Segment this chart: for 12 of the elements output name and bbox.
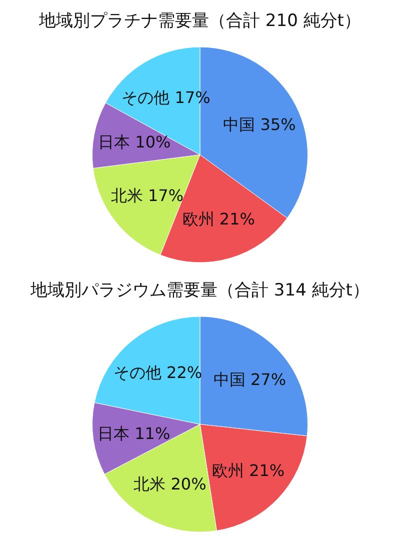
- chart-title: 地域別プラチナ需要量（合計 210 純分t）: [38, 11, 361, 31]
- slice-label: 北米 17%: [110, 186, 184, 206]
- slice-label: 北米 20%: [134, 474, 206, 494]
- chart-title: 地域別パラジウム需要量（合計 314 純分t）: [30, 280, 370, 300]
- slice-label: 日本 10%: [98, 132, 171, 152]
- slice-label: 中国 27%: [213, 370, 286, 390]
- slice-label: その他 17%: [122, 88, 210, 107]
- slice-label: 日本 11%: [98, 424, 170, 444]
- slice-label: 欧州 21%: [212, 460, 285, 480]
- slice-label: 欧州 21%: [182, 209, 255, 228]
- slice-label: その他 22%: [113, 362, 202, 382]
- slice-label: 中国 35%: [223, 114, 296, 134]
